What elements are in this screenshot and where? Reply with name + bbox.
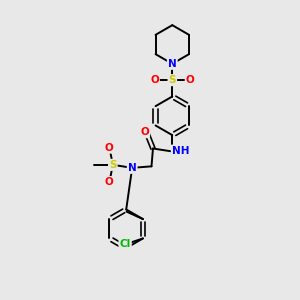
Text: NH: NH — [172, 146, 189, 156]
Text: N: N — [168, 59, 177, 69]
Text: O: O — [140, 127, 149, 137]
Text: O: O — [186, 75, 194, 85]
Text: S: S — [109, 160, 117, 170]
Text: O: O — [104, 177, 113, 187]
Text: N: N — [128, 163, 136, 173]
Text: Cl: Cl — [119, 239, 131, 249]
Text: S: S — [169, 75, 176, 85]
Text: O: O — [104, 142, 113, 153]
Text: O: O — [150, 75, 159, 85]
